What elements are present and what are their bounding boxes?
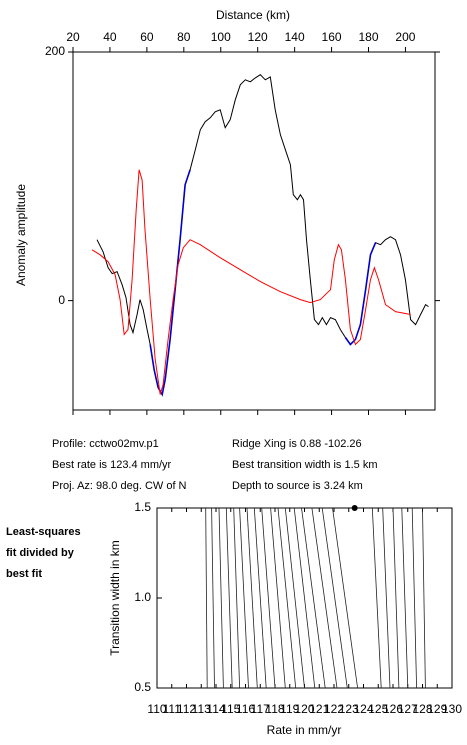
- contour-line: [311, 507, 338, 689]
- data-line: [91, 169, 411, 395]
- x-tick-label: 160: [322, 30, 342, 44]
- x-tick-label: 20: [66, 30, 80, 44]
- contour-line: [371, 507, 382, 689]
- y-tick-label: 1.0: [134, 590, 151, 604]
- info-text: Profile: cctwo02mv.p1: [52, 438, 159, 450]
- contour-line: [277, 507, 297, 689]
- contour-line: [401, 507, 409, 689]
- contour-line: [422, 507, 426, 689]
- contour-line: [411, 507, 417, 689]
- contour-line: [233, 507, 240, 689]
- y-axis-label: Anomaly amplitude: [14, 184, 28, 286]
- best-fit-point: [351, 505, 358, 511]
- data-line: [96, 74, 429, 396]
- note-text: best fit: [6, 568, 42, 580]
- info-text: Proj. Az: 98.0 deg. CW of N: [52, 480, 187, 492]
- contour-line: [239, 507, 249, 689]
- info-text: Depth to source is 3.24 km: [232, 480, 363, 492]
- x-tick-label: 120: [248, 30, 268, 44]
- x-tick-label: 130: [442, 702, 462, 716]
- x-tick-label: 116: [236, 702, 255, 716]
- contour-line: [382, 507, 391, 689]
- info-text: Ridge Xing is 0.88 -102.26: [232, 438, 362, 450]
- contour-line: [293, 507, 316, 689]
- x-tick-label: 120: [294, 702, 314, 716]
- x-tick-label: 111: [163, 702, 182, 716]
- x-tick-label: 124: [353, 702, 373, 716]
- contour-line: [261, 507, 276, 689]
- x-tick-label: 126: [383, 702, 403, 716]
- x-tick-label: 122: [324, 702, 344, 716]
- x-tick-label: 112: [177, 702, 196, 716]
- y-tick-label: 0.5: [134, 680, 151, 694]
- contour-line: [246, 507, 258, 689]
- x-tick-label: 113: [192, 702, 211, 716]
- contour-line: [321, 507, 348, 689]
- data-line: [149, 169, 377, 397]
- x-tick-label: 80: [177, 30, 191, 44]
- info-text: Best rate is 123.4 mm/yr: [52, 459, 172, 471]
- x-tick-label: 118: [265, 702, 284, 716]
- y-tick-label: 200: [45, 44, 65, 58]
- x-tick-label: 115: [221, 702, 240, 716]
- x-tick-label: 114: [206, 702, 225, 716]
- y-tick-label: 0: [58, 293, 65, 307]
- contour-line: [205, 507, 208, 689]
- note-text: fit divided by: [6, 547, 75, 559]
- x-tick-label: 110: [147, 702, 166, 716]
- x-tick-label: 128: [412, 702, 432, 716]
- x-tick-label: 200: [395, 30, 415, 44]
- info-text: Best transition width is 1.5 km: [232, 459, 378, 471]
- plot-frame: [72, 51, 436, 411]
- x-tick-label: 123: [339, 702, 359, 716]
- contour-line: [218, 507, 224, 689]
- y-tick-label: 1.5: [134, 500, 151, 514]
- note-text: Least-squares: [6, 526, 81, 538]
- contour-line: [301, 507, 326, 689]
- contour-line: [284, 507, 305, 689]
- x-tick-label: 127: [398, 702, 418, 716]
- x-axis-label: Distance (km): [216, 8, 290, 22]
- contour-line: [225, 507, 233, 689]
- x-tick-label: 119: [280, 702, 299, 716]
- x-tick-label: 125: [368, 702, 388, 716]
- x-tick-label: 100: [211, 30, 231, 44]
- x-tick-label: 180: [358, 30, 378, 44]
- x-tick-label: 121: [309, 702, 329, 716]
- x-tick-label: 129: [427, 702, 447, 716]
- x-tick-label: 40: [103, 30, 117, 44]
- x-tick-label: 117: [251, 702, 270, 716]
- x-tick-label: 140: [285, 30, 305, 44]
- contour-line: [332, 507, 358, 689]
- y-axis-label: Transition width in km: [108, 540, 122, 656]
- x-tick-label: 60: [140, 30, 154, 44]
- contour-line: [211, 507, 215, 689]
- x-axis-label: Rate in mm/yr: [267, 723, 342, 737]
- contour-line: [253, 507, 267, 689]
- contour-line: [270, 507, 286, 689]
- contour-line: [392, 507, 400, 689]
